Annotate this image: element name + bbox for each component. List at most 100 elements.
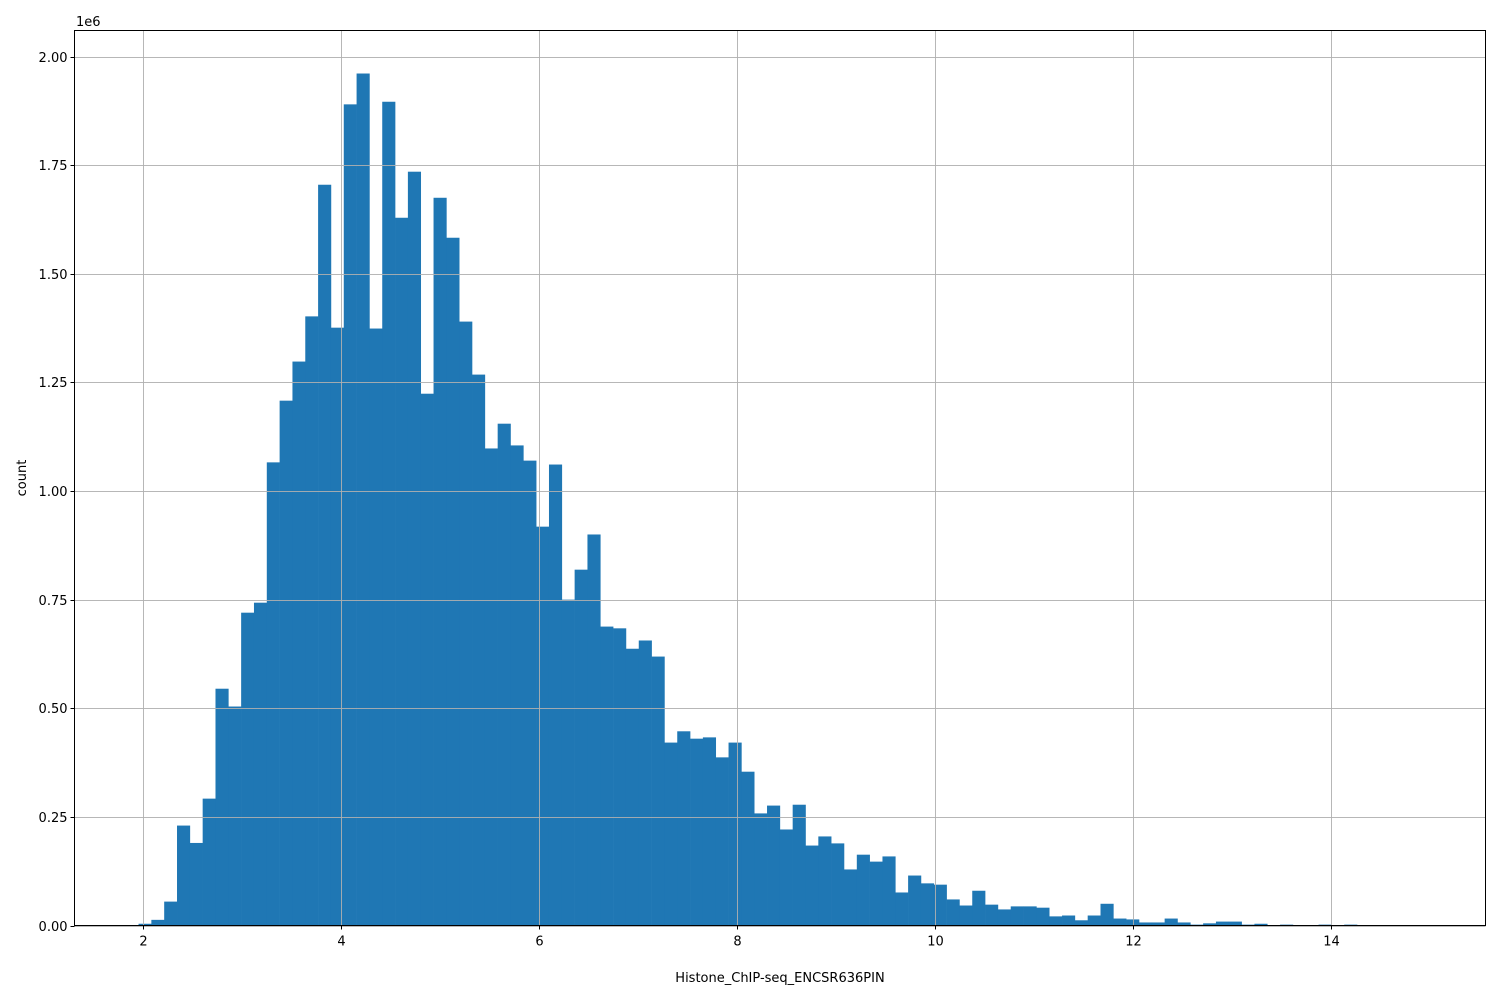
histogram-bar (639, 640, 652, 925)
histogram-bar (1036, 908, 1049, 926)
histogram-bar (190, 843, 203, 926)
histogram-bar (177, 826, 190, 926)
histogram-bar (895, 892, 908, 925)
histogram-bar (228, 707, 241, 926)
bars (139, 74, 1422, 926)
histogram-bar (921, 883, 934, 925)
histogram-bar (613, 628, 626, 925)
histogram-bar (549, 465, 562, 926)
histogram-bar (575, 570, 588, 926)
histogram-bar (357, 74, 370, 926)
x-tick-label: 10 (927, 935, 944, 950)
histogram-bar (998, 909, 1011, 925)
histogram-bar (472, 375, 485, 926)
x-tick-label: 14 (1323, 935, 1340, 950)
histogram-bar (331, 328, 344, 926)
histogram-bar (1075, 920, 1088, 925)
histogram-bar (677, 731, 690, 925)
histogram-bar (562, 600, 575, 926)
histogram-bar (485, 448, 498, 925)
x-tick-label: 2 (139, 935, 147, 950)
histogram-bar (754, 813, 767, 925)
histogram-bar (536, 527, 549, 926)
histogram-bar (767, 806, 780, 926)
histogram-bar (523, 461, 536, 926)
histogram-bar (305, 316, 318, 925)
y-axis-label: count (15, 460, 30, 497)
histogram-bar (844, 869, 857, 925)
y-tick-label: 0.00 (39, 920, 68, 935)
histogram-bar (421, 394, 434, 926)
histogram-bar (703, 737, 716, 925)
histogram-bar (1062, 916, 1075, 926)
histogram-bar (510, 445, 523, 925)
histogram-bar (1165, 919, 1178, 926)
histogram-bar (652, 657, 665, 926)
histogram-bar (741, 772, 754, 926)
y-tick-label: 0.50 (39, 702, 68, 717)
histogram-bar (1101, 904, 1114, 926)
x-axis-label: Histone_ChIP-seq_ENCSR636PIN (675, 971, 884, 986)
histogram-bar (382, 102, 395, 926)
histogram-bar (254, 603, 267, 926)
histogram-bar (831, 843, 844, 925)
histogram-bar (459, 322, 472, 926)
y-tick-label: 1.25 (39, 376, 68, 391)
histogram-bar (267, 462, 280, 925)
x-axis: 2 4 6 8 10 12 14 (139, 926, 1339, 950)
histogram-bar (1011, 906, 1024, 925)
histogram-bar (806, 846, 819, 926)
histogram-bar (1216, 922, 1229, 926)
histogram-bar (292, 362, 305, 926)
histogram-bar (716, 757, 729, 925)
histogram-bar (626, 649, 639, 926)
histogram-bar (215, 689, 228, 926)
histogram-bar (395, 218, 408, 926)
histogram-bar (947, 899, 960, 925)
y-tick-label: 0.75 (39, 594, 68, 609)
histogram-bar (857, 855, 870, 926)
histogram-bar (600, 627, 613, 926)
histogram-bar (1229, 922, 1242, 926)
histogram-bar (882, 856, 895, 925)
y-tick-label: 0.25 (39, 811, 68, 826)
y-tick-label: 1.50 (39, 268, 68, 283)
histogram-bar (344, 104, 357, 925)
histogram-bar (241, 613, 254, 926)
histogram-bar (959, 906, 972, 926)
histogram-bar (446, 238, 459, 926)
x-tick-label: 4 (337, 935, 345, 950)
histogram-bar (498, 424, 511, 926)
x-tick-label: 12 (1125, 935, 1142, 950)
histogram-bar (369, 329, 382, 926)
histogram-bar (318, 185, 331, 926)
histogram-bar (818, 836, 831, 925)
histogram-bar (972, 891, 985, 926)
x-tick-label: 8 (733, 935, 741, 950)
histogram-bar (151, 920, 164, 926)
histogram-bar (985, 905, 998, 926)
histogram-bar (434, 198, 447, 926)
histogram-bar (587, 534, 600, 925)
histogram-bar (690, 739, 703, 926)
y-tick-label: 1.00 (39, 485, 68, 500)
histogram-bar (1024, 906, 1037, 925)
histogram-bar (729, 743, 742, 926)
histogram-bar (793, 805, 806, 926)
histogram-bar (908, 876, 921, 926)
histogram-bar (1088, 916, 1101, 926)
histogram-bar (664, 743, 677, 926)
histogram-bar (164, 902, 177, 926)
histogram-bar (780, 829, 793, 925)
histogram-bar (870, 862, 883, 926)
histogram-bar (1126, 919, 1139, 925)
y-tick-label: 2.00 (39, 51, 68, 66)
histogram-bar (408, 172, 421, 926)
histogram-bar (1113, 919, 1126, 926)
histogram-bar (280, 401, 293, 926)
y-offset-label: 1e6 (76, 15, 101, 30)
x-tick-label: 6 (535, 935, 543, 950)
y-tick-label: 1.75 (39, 159, 68, 174)
histogram-bar (1049, 916, 1062, 925)
